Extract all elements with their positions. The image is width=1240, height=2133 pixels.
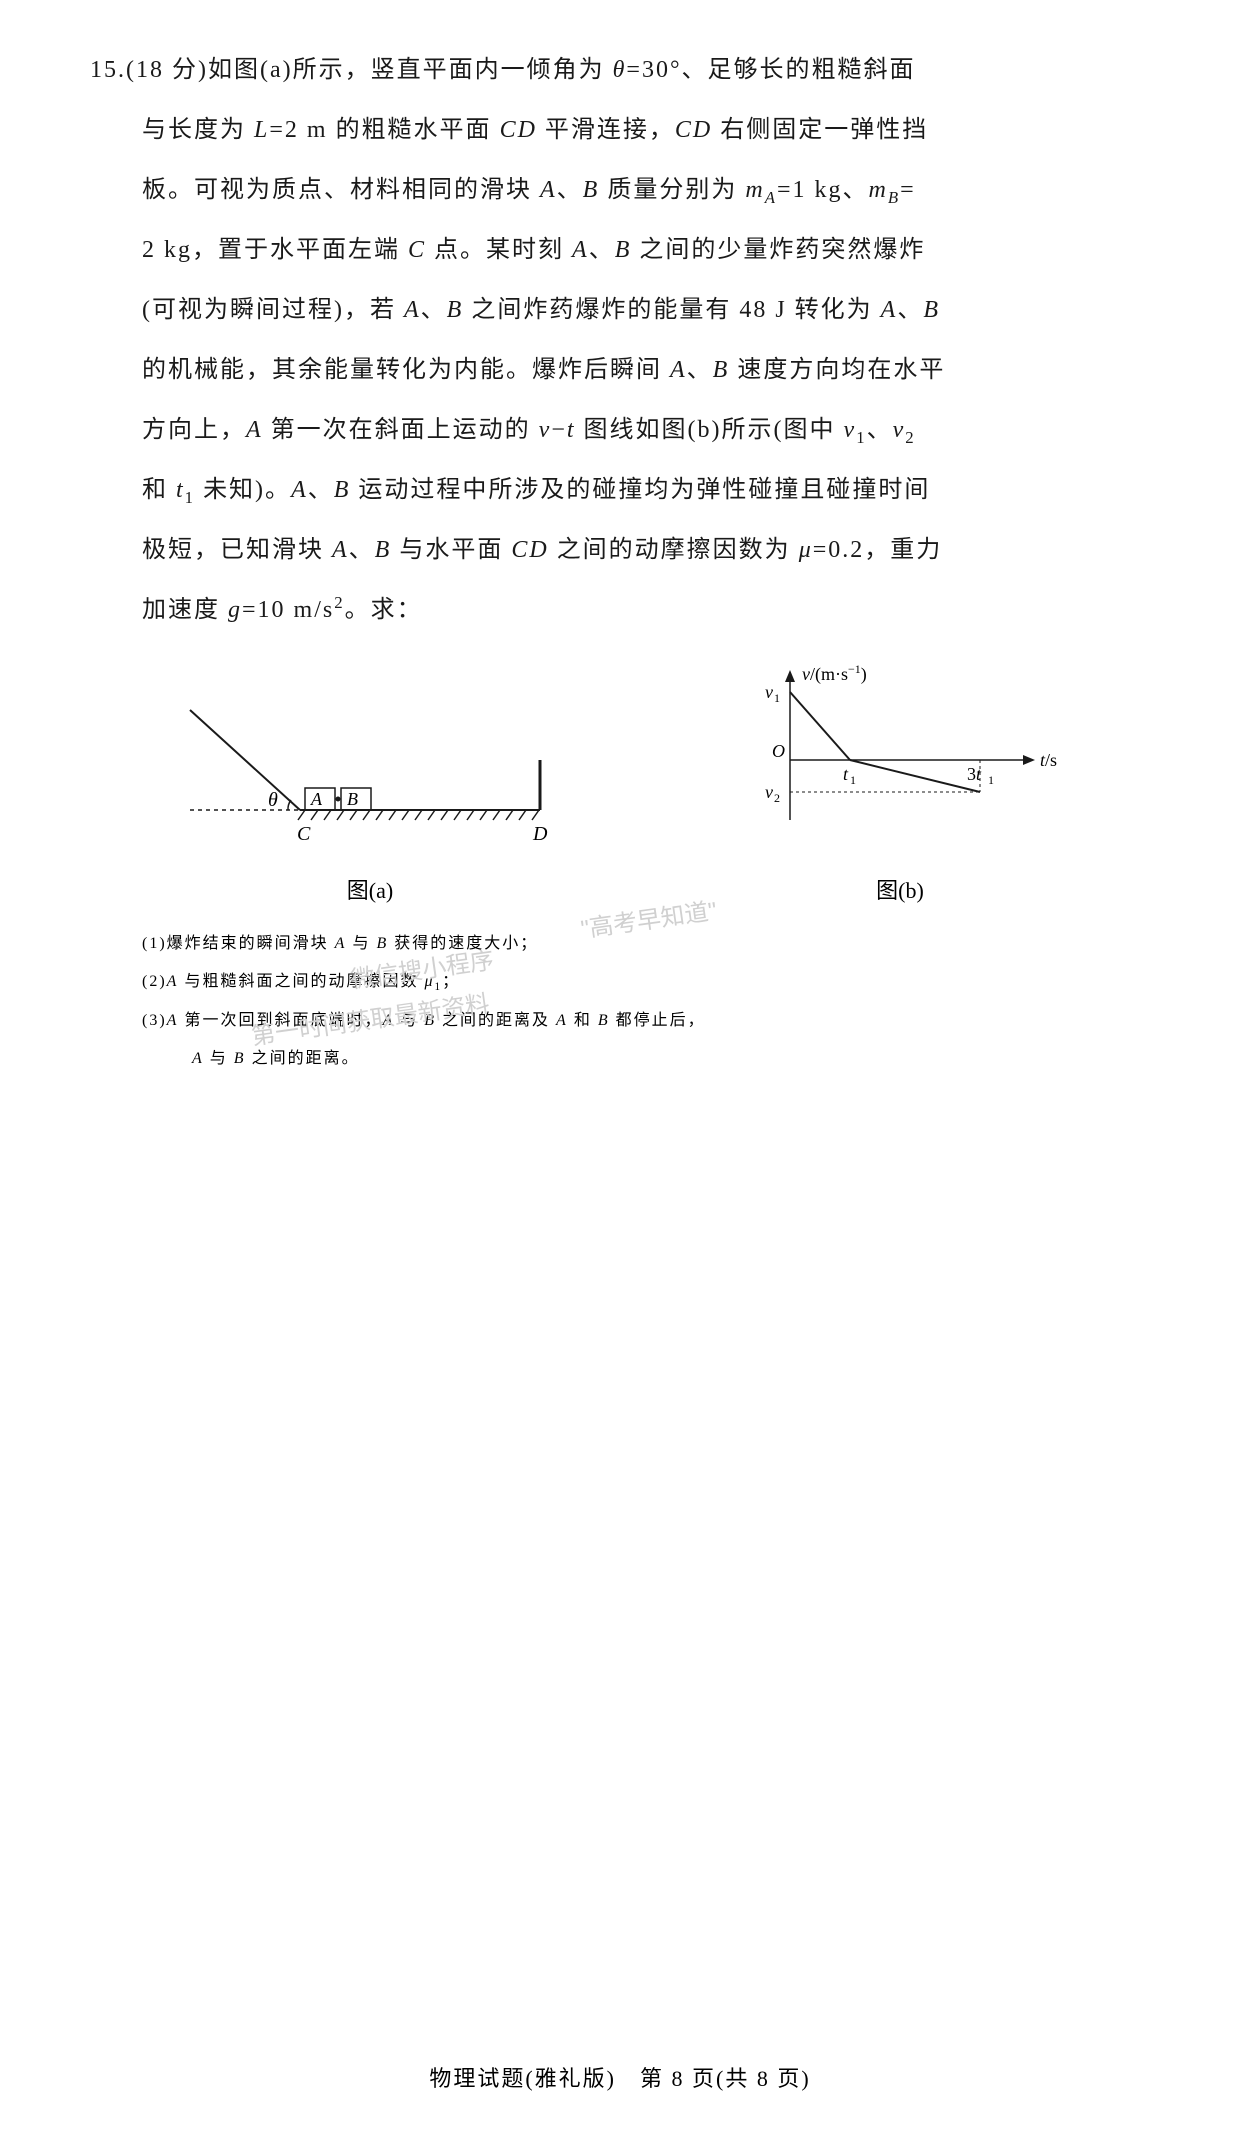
question-line4: 2 kg，置于水平面左端 C 点。某时刻 A、B 之间的少量炸药突然爆炸 xyxy=(90,220,1150,280)
sub-question-1: (1)爆炸结束的瞬间滑块 A 与 B 获得的速度大小； xyxy=(120,925,1150,963)
question-points: (18 分) xyxy=(126,57,208,83)
svg-text:2: 2 xyxy=(774,791,780,805)
svg-text:1: 1 xyxy=(774,691,780,705)
figure-a-svg: θ A B C D xyxy=(170,680,570,860)
point-c-label: C xyxy=(297,823,311,845)
svg-text:1: 1 xyxy=(988,773,994,787)
figure-b-container: v 1 v 2 O t 1 3t 1 v/(m·s−1) t/s 图(b) xyxy=(730,660,1070,905)
figure-a-label: 图(a) xyxy=(170,873,570,905)
v2-label: v xyxy=(765,782,773,802)
t3-label: 3t xyxy=(967,764,982,784)
question-line3: 板。可视为质点、材料相同的滑块 A、B 质量分别为 mA=1 kg、mB= xyxy=(90,160,1150,220)
question-line2: 与长度为 L=2 m 的粗糙水平面 CD 平滑连接，CD 右侧固定一弹性挡 xyxy=(90,100,1150,160)
question-line9: 极短，已知滑块 A、B 与水平面 CD 之间的动摩擦因数为 μ=0.2，重力 xyxy=(90,520,1150,580)
question-number: 15. xyxy=(90,57,126,83)
figure-b-svg: v 1 v 2 O t 1 3t 1 v/(m·s−1) t/s xyxy=(730,660,1070,860)
sub-questions: (1)爆炸结束的瞬间滑块 A 与 B 获得的速度大小； (2)A 与粗糙斜面之间… xyxy=(90,925,1150,1079)
question-line10: 加速度 g=10 m/s2。求： xyxy=(90,580,1150,640)
figure-b-label: 图(b) xyxy=(730,873,1070,905)
figures-row: θ A B C D 图(a) v 1 v xyxy=(90,660,1150,905)
sub-question-3: (3)A 第一次回到斜面底端时，A 与 B 之间的距离及 A 和 B 都停止后， xyxy=(120,1002,1150,1040)
sub-question-2: (2)A 与粗糙斜面之间的动摩擦因数 μ1； xyxy=(120,963,1150,1001)
t1-label: t xyxy=(843,764,849,784)
question-line8: 和 t1 未知)。A、B 运动过程中所涉及的碰撞均为弹性碰撞且碰撞时间 xyxy=(90,460,1150,520)
block-b-label: B xyxy=(347,789,358,809)
svg-text:1: 1 xyxy=(850,773,856,787)
question-line6: 的机械能，其余能量转化为内能。爆炸后瞬间 A、B 速度方向均在水平 xyxy=(90,340,1150,400)
question-line5: (可视为瞬间过程)，若 A、B 之间炸药爆炸的能量有 48 J 转化为 A、B xyxy=(90,280,1150,340)
y-axis-label: v/(m·s−1) xyxy=(802,662,867,685)
block-a-label: A xyxy=(310,789,323,809)
figure-a-container: θ A B C D 图(a) xyxy=(170,680,570,905)
sub-question-3-cont: A 与 B 之间的距离。 xyxy=(90,1040,1150,1078)
theta-label: θ xyxy=(268,789,278,811)
x-axis-label: t/s xyxy=(1040,750,1057,770)
point-d-label: D xyxy=(532,823,548,845)
question-line1: 如图(a)所示，竖直平面内一倾角为 θ=30°、足够长的粗糙斜面 xyxy=(208,57,916,83)
v1-label: v xyxy=(765,682,773,702)
page-footer: 物理试题(雅礼版) 第 8 页(共 8 页) xyxy=(0,2061,1240,2093)
origin-label: O xyxy=(772,741,785,761)
question-line7: 方向上，A 第一次在斜面上运动的 v−t 图线如图(b)所示(图中 v1、v2 xyxy=(90,400,1150,460)
question-container: 15.(18 分)如图(a)所示，竖直平面内一倾角为 θ=30°、足够长的粗糙斜… xyxy=(90,40,1150,640)
question-text-block: 15.(18 分)如图(a)所示，竖直平面内一倾角为 θ=30°、足够长的粗糙斜… xyxy=(90,40,1150,100)
